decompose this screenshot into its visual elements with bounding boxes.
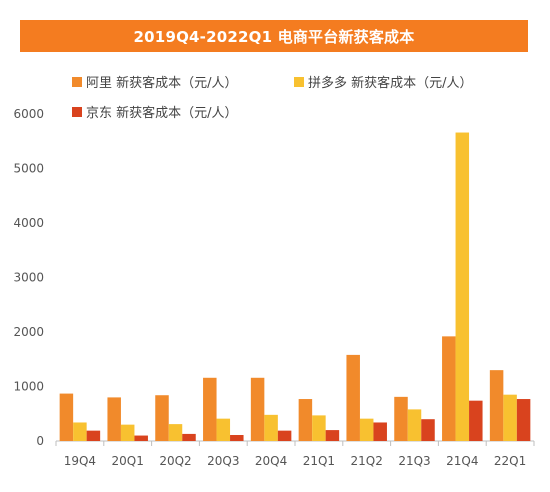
legend-item-alibaba: 阿里 新获客成本（元/人）	[72, 72, 238, 91]
bar-alibaba-20Q3	[203, 377, 217, 441]
bar-jd-19Q4	[86, 430, 101, 441]
chart-title: 2019Q4-2022Q1 电商平台新获客成本	[20, 20, 528, 52]
legend-label-pdd: 拼多多 新获客成本（元/人）	[308, 76, 473, 91]
bar-alibaba-20Q1	[107, 397, 121, 441]
x-tick-label: 20Q3	[207, 454, 239, 468]
x-tick-label: 20Q4	[255, 454, 287, 468]
bar-alibaba-21Q3	[394, 396, 408, 441]
bar-jd-21Q1	[325, 430, 340, 441]
bar-alibaba-21Q4	[442, 336, 456, 441]
bar-jd-22Q1	[516, 399, 531, 441]
x-tick-label: 22Q1	[494, 454, 526, 468]
bar-pdd-21Q2	[359, 418, 374, 441]
x-tick-label: 19Q4	[64, 454, 96, 468]
bar-pdd-21Q3	[407, 409, 422, 441]
y-tick-label: 5000	[13, 162, 44, 176]
bar-alibaba-20Q4	[250, 377, 265, 441]
x-tick-label: 21Q1	[303, 454, 335, 468]
bar-pdd-19Q4	[73, 422, 87, 441]
bar-alibaba-22Q1	[489, 370, 504, 441]
bar-alibaba-20Q2	[155, 395, 169, 441]
bar-pdd-20Q2	[168, 424, 183, 441]
bar-pdd-22Q1	[503, 394, 517, 441]
bar-jd-21Q4	[469, 400, 483, 441]
legend-swatch-jd	[72, 106, 82, 117]
legend-item-pdd: 拼多多 新获客成本（元/人）	[294, 72, 473, 91]
x-tick-label: 21Q2	[351, 454, 383, 468]
y-tick-label: 3000	[13, 271, 44, 285]
bar-jd-20Q1	[134, 435, 148, 441]
x-tick-label: 20Q2	[159, 454, 191, 468]
bar-alibaba-21Q2	[346, 354, 360, 441]
bar-jd-21Q2	[373, 422, 387, 441]
y-tick-label: 0	[36, 434, 44, 448]
y-tick-label: 2000	[13, 325, 44, 339]
bar-jd-20Q4	[277, 430, 292, 441]
bar-jd-20Q2	[182, 433, 196, 441]
bar-pdd-21Q1	[312, 415, 326, 441]
bar-pdd-20Q4	[264, 414, 278, 441]
bar-alibaba-19Q4	[59, 393, 74, 441]
legend-item-jd: 京东 新获客成本（元/人）	[72, 102, 238, 121]
x-tick-label: 20Q1	[112, 454, 144, 468]
y-tick-label: 6000	[13, 107, 44, 121]
bar-pdd-20Q1	[120, 424, 135, 441]
legend-label-alibaba: 阿里 新获客成本（元/人）	[86, 76, 238, 91]
y-tick-label: 4000	[13, 216, 44, 230]
legend-label-jd: 京东 新获客成本（元/人）	[86, 106, 238, 121]
y-tick-label: 1000	[13, 380, 44, 394]
bar-pdd-20Q3	[216, 418, 231, 441]
x-tick-label: 21Q4	[446, 454, 478, 468]
bar-alibaba-21Q1	[298, 399, 313, 441]
bar-pdd-21Q4	[455, 132, 470, 441]
bar-jd-20Q3	[230, 435, 244, 441]
legend-swatch-alibaba	[72, 76, 82, 87]
x-tick-label: 21Q3	[398, 454, 430, 468]
legend-swatch-pdd	[294, 76, 304, 87]
bar-jd-21Q3	[421, 419, 435, 441]
